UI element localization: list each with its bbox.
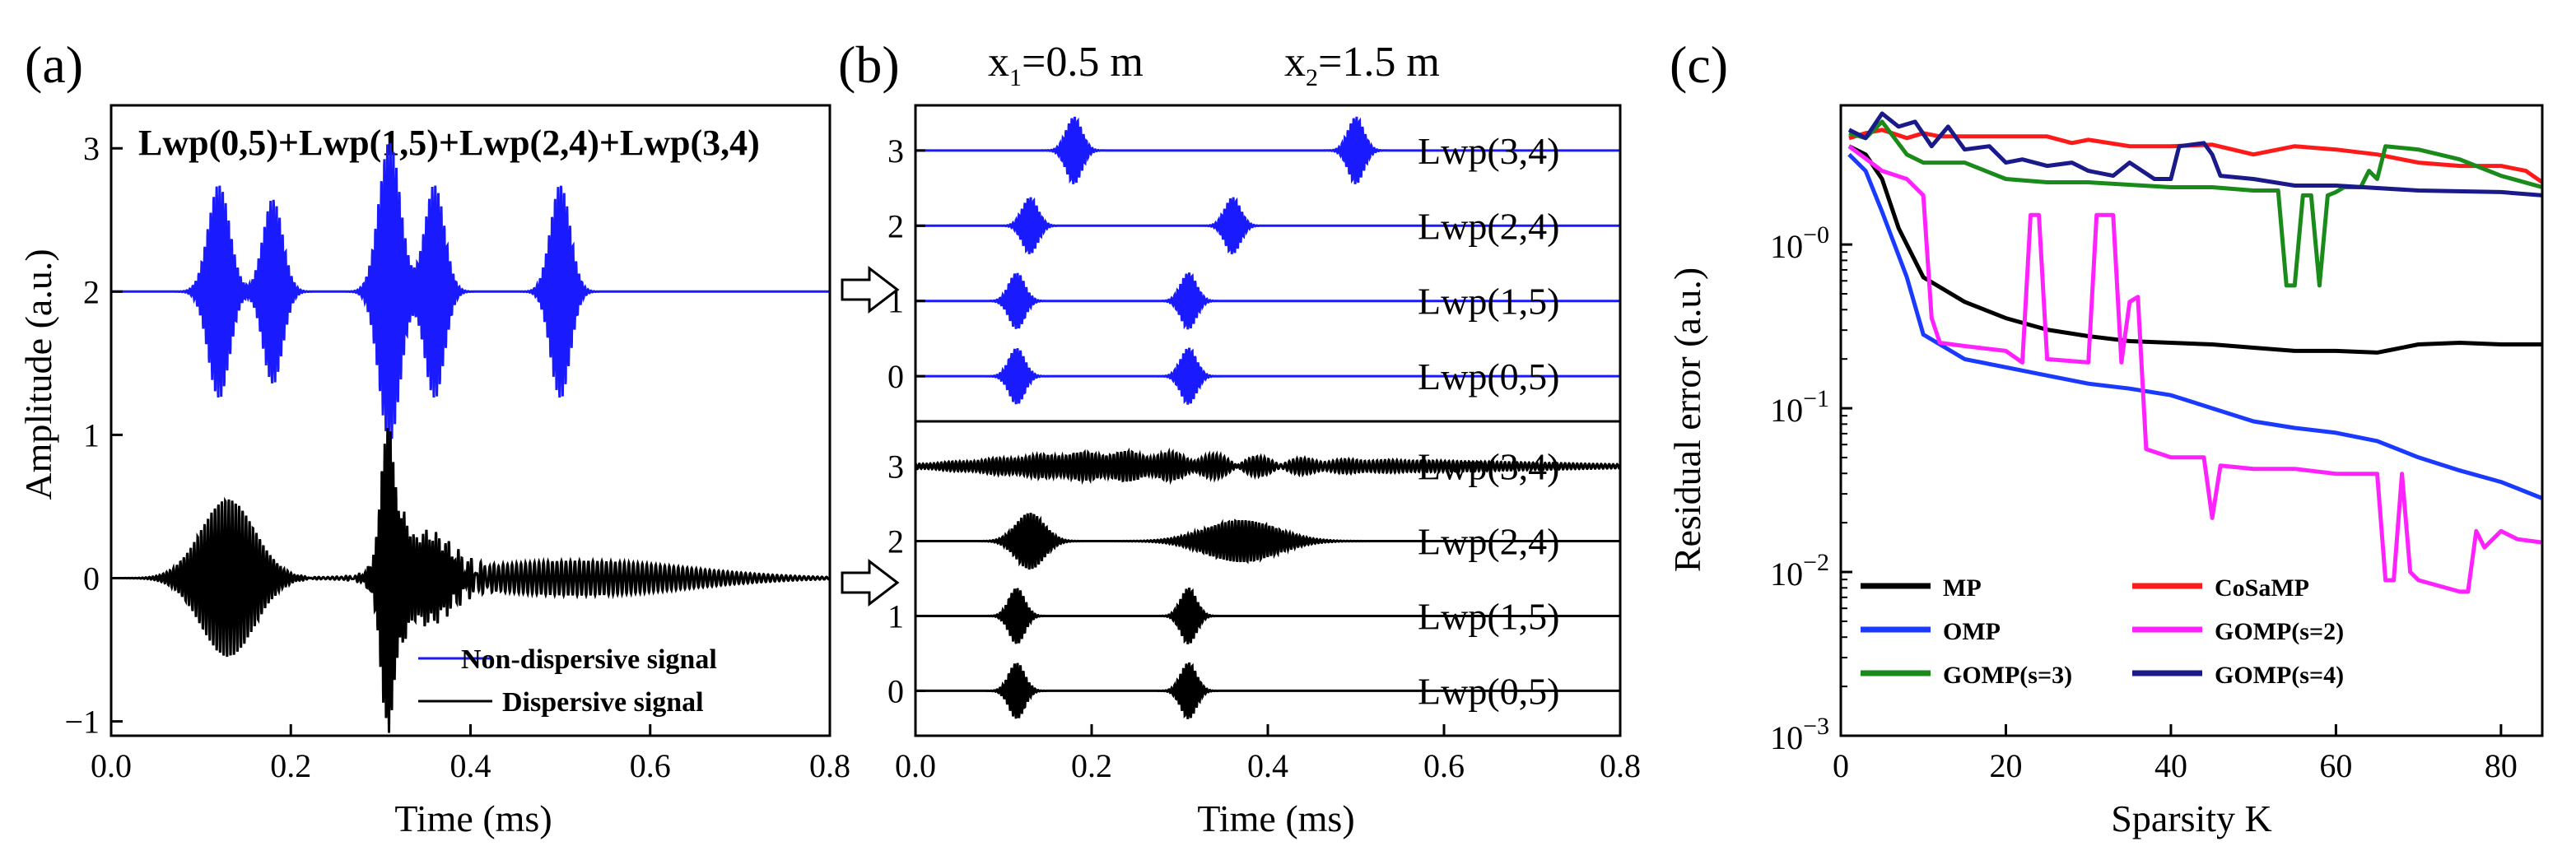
- panel-a-ticks: [109, 146, 831, 736]
- panel-b-xtick: 0.4: [1247, 747, 1288, 784]
- panel-c-xtick: 60: [2319, 747, 2352, 784]
- trace-line-0-3: [915, 116, 1620, 184]
- panel-a-xtick: 0.8: [809, 747, 850, 784]
- legend-label-dispersive: Dispersive signal: [502, 687, 704, 718]
- panel-c-xtick: 40: [2154, 747, 2187, 784]
- trace-line-0-0: [915, 347, 1620, 405]
- legend-label-nondispersive: Non-dispersive signal: [461, 644, 717, 675]
- panel-b-ytick: 0: [887, 672, 904, 709]
- trace-line-0-2: [915, 197, 1620, 254]
- trace-label: Lwp(3,4): [1418, 130, 1559, 172]
- trace-line-1-2: [915, 512, 1620, 570]
- panel-a-xtick: 0.6: [630, 747, 671, 784]
- legend-label-gomp3: GOMP(s=3): [1943, 662, 2072, 689]
- panel-c-ytick: 10−3: [1770, 713, 1829, 756]
- panel-b-ytick: 1: [887, 597, 904, 635]
- svg-text:x2=1.5 m: x2=1.5 m: [1284, 39, 1440, 91]
- panel-c-ytick: 10−0: [1770, 221, 1829, 265]
- legend-label-gomp2: GOMP(s=2): [2215, 618, 2344, 645]
- panel-c: (c) 0 20 40 60 80 10−3 10−2 10−1 10−0 Sp…: [1666, 35, 2544, 839]
- trace-label: Lwp(0,5): [1418, 670, 1559, 712]
- panel-b-ytick: 3: [887, 132, 904, 170]
- panel-c-xlabel: Sparsity K: [2111, 797, 2272, 839]
- series-line-gomp-s-3-: [1848, 119, 2542, 288]
- panel-a-ytick: 0: [83, 560, 100, 597]
- trace-label: Lwp(0,5): [1418, 356, 1559, 397]
- panel-a-traces: [111, 143, 831, 733]
- series-line-gomp-s-2-: [1847, 144, 2542, 594]
- trace-label: Lwp(1,5): [1418, 281, 1559, 323]
- arrow-bottom-icon: [841, 558, 900, 607]
- panel-c-xtick: 0: [1833, 747, 1849, 784]
- panel-a-xlabel: Time (ms): [394, 797, 552, 839]
- panel-c-xtick: 80: [2485, 747, 2518, 784]
- series-line-gomp-s-4-: [1847, 111, 2542, 198]
- series-line-1: [111, 428, 831, 733]
- panel-b-label: (b): [838, 35, 900, 94]
- panel-c-xtick: 20: [1989, 747, 2022, 784]
- panel-b-xtick: 0.8: [1600, 747, 1641, 784]
- panel-a-ytick: −1: [64, 704, 100, 741]
- panel-a-ylabel: Amplitude (a.u.): [17, 249, 59, 500]
- panel-b-ytick: 3: [887, 449, 904, 486]
- trace-label: Lwp(2,4): [1418, 205, 1559, 247]
- panel-a-ytick: 2: [83, 273, 100, 310]
- panel-a-ytick: 1: [83, 416, 100, 453]
- trace-line-0-1: [915, 272, 1620, 330]
- panel-a-ytick: 3: [83, 130, 100, 167]
- trace-label: Lwp(2,4): [1418, 521, 1559, 563]
- panel-a-title: Lwp(0,5)+Lwp(1,5)+Lwp(2,4)+Lwp(3,4): [138, 123, 760, 163]
- panel-a-xtick: 0.0: [91, 747, 132, 784]
- panel-b-ytick: 2: [887, 207, 904, 244]
- legend-label-cosamp: CoSaMP: [2215, 574, 2309, 602]
- trace-line-1-0: [915, 662, 1620, 719]
- panel-a-xtick: 0.4: [450, 747, 491, 784]
- panel-a-legend: Non-dispersive signal Dispersive signal: [418, 644, 717, 718]
- panel-b-ytick: 0: [887, 358, 904, 395]
- arrow-top-icon: [841, 265, 900, 314]
- panel-c-ylabel: Residual error (a.u.): [1666, 267, 1708, 572]
- panel-c-ytick: 10−2: [1770, 549, 1829, 593]
- legend-label-omp: OMP: [1943, 618, 2001, 645]
- panel-b-annotation-x1: x1=0.5 m: [988, 39, 1144, 91]
- panel-b-xtick: 0.2: [1071, 747, 1112, 784]
- panel-c-ticks: [1839, 243, 2503, 737]
- series-line-omp: [1847, 152, 2542, 500]
- series-line-0: [111, 143, 830, 440]
- legend-label-mp: MP: [1943, 574, 1982, 602]
- panel-a-xtick: 0.2: [270, 747, 311, 784]
- panel-b-xtick: 0.6: [1423, 747, 1465, 784]
- panel-b-xlabel: Time (ms): [1197, 797, 1354, 839]
- panel-b-xtick: 0.0: [895, 747, 936, 784]
- panel-b-annotation-x2: x2=1.5 m: [1284, 39, 1440, 91]
- panel-b: (b) x1=0.5 m x2=1.5 m Lwp(0,5) Lwp(1,5) …: [838, 35, 1641, 839]
- legend-label-gomp4: GOMP(s=4): [2215, 662, 2344, 689]
- series-line-cosamp: [1848, 128, 2542, 184]
- svg-text:x1=0.5 m: x1=0.5 m: [988, 39, 1144, 91]
- panel-c-frame: [1839, 104, 2544, 737]
- panel-c-ytick: 10−1: [1770, 385, 1829, 429]
- panel-b-ytick: 2: [887, 523, 904, 560]
- panel-c-lines: [1847, 111, 2542, 594]
- trace-line-1-1: [915, 587, 1620, 644]
- trace-label: Lwp(1,5): [1418, 595, 1559, 637]
- trace-label: Lwp(3,4): [1418, 446, 1559, 488]
- panel-a: (a) Lwp(0,5)+Lwp(1,5)+Lwp(2,4)+Lwp(3,4) …: [17, 35, 850, 839]
- panel-b-ticks: [914, 149, 1622, 736]
- series-line-mp: [1847, 144, 2542, 355]
- panel-c-label: (c): [1670, 35, 1728, 94]
- panel-a-label: (a): [25, 35, 83, 94]
- panel-c-legend: MP CoSaMP OMP GOMP(s=2) GOMP(s=3) GOMP(s…: [1861, 574, 2344, 689]
- trace-line-1-3: [915, 447, 1622, 486]
- panel-b-traces: [915, 116, 1622, 719]
